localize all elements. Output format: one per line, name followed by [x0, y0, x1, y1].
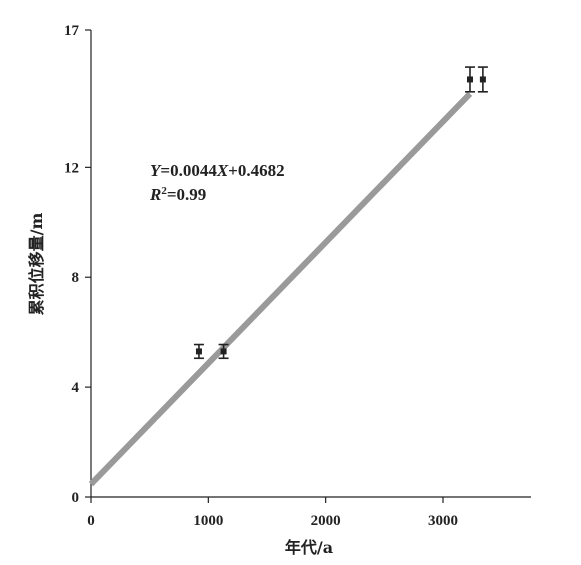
equation-coef: =0.0044	[160, 161, 217, 180]
point-marker	[479, 76, 486, 83]
r-squared: R2=0.99	[149, 185, 206, 204]
point-marker	[466, 76, 473, 83]
y-tick-label: 4	[72, 380, 80, 396]
fit-line-group	[88, 91, 473, 487]
axes	[85, 29, 531, 503]
y-tick-label: 17	[64, 23, 80, 39]
data-point	[193, 343, 204, 360]
regression-equation: Y=0.0044X+0.4682	[150, 161, 285, 180]
y-axis-label: 累积位移量/m	[27, 213, 46, 316]
data-point	[218, 343, 229, 360]
equation-x-var: X	[216, 161, 229, 180]
data-points	[193, 66, 488, 360]
y-tick-label: 0	[72, 490, 80, 506]
tick-labels: 0 1000 2000 3000 0 4 8 12 17	[64, 23, 458, 529]
x-tick-label: 2000	[311, 513, 341, 529]
regression-line	[88, 91, 473, 487]
equation-intercept: +0.4682	[228, 161, 284, 180]
point-marker	[220, 348, 227, 355]
data-point	[477, 66, 488, 93]
point-marker	[195, 348, 202, 355]
r2-label: R	[149, 185, 161, 204]
x-axis-label: 年代/a	[285, 538, 333, 557]
r2-value: =0.99	[167, 185, 206, 204]
x-tick-label: 1000	[193, 513, 223, 529]
r2-superscript: 2	[161, 185, 167, 197]
y-tick-label: 12	[64, 160, 79, 176]
equation-y-var: Y	[150, 161, 162, 180]
data-point	[464, 66, 475, 93]
y-tick-label: 8	[72, 270, 80, 286]
x-tick-label: 0	[87, 513, 95, 529]
x-tick-label: 3000	[428, 513, 458, 529]
